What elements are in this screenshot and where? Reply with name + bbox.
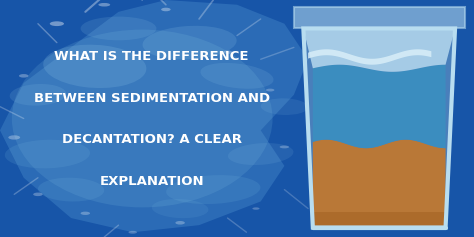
Ellipse shape <box>252 207 259 210</box>
Polygon shape <box>303 28 455 72</box>
Polygon shape <box>308 49 431 65</box>
Polygon shape <box>313 65 446 148</box>
Polygon shape <box>303 28 455 228</box>
Ellipse shape <box>8 135 20 140</box>
Ellipse shape <box>38 178 104 201</box>
Ellipse shape <box>12 30 273 207</box>
Polygon shape <box>313 212 446 228</box>
Polygon shape <box>313 140 446 228</box>
Ellipse shape <box>81 17 156 40</box>
Ellipse shape <box>9 84 66 106</box>
Ellipse shape <box>228 143 293 165</box>
Ellipse shape <box>5 140 90 168</box>
Ellipse shape <box>33 192 43 196</box>
Ellipse shape <box>223 50 232 54</box>
Text: WHAT IS THE DIFFERENCE: WHAT IS THE DIFFERENCE <box>55 50 249 63</box>
Text: EXPLANATION: EXPLANATION <box>100 175 204 188</box>
Ellipse shape <box>99 3 110 7</box>
Ellipse shape <box>128 231 137 234</box>
Ellipse shape <box>261 98 308 115</box>
Ellipse shape <box>175 221 185 225</box>
Ellipse shape <box>43 45 146 88</box>
Ellipse shape <box>143 26 237 59</box>
Ellipse shape <box>152 199 209 218</box>
Ellipse shape <box>161 8 171 11</box>
Polygon shape <box>294 7 465 28</box>
Polygon shape <box>0 0 308 232</box>
Ellipse shape <box>201 63 273 89</box>
Ellipse shape <box>50 21 64 26</box>
Ellipse shape <box>81 212 90 215</box>
Ellipse shape <box>166 175 260 204</box>
Ellipse shape <box>266 89 274 91</box>
Ellipse shape <box>280 146 289 148</box>
Text: DECANTATION? A CLEAR: DECANTATION? A CLEAR <box>62 133 242 146</box>
Ellipse shape <box>19 74 28 78</box>
Text: BETWEEN SEDIMENTATION AND: BETWEEN SEDIMENTATION AND <box>34 92 270 105</box>
